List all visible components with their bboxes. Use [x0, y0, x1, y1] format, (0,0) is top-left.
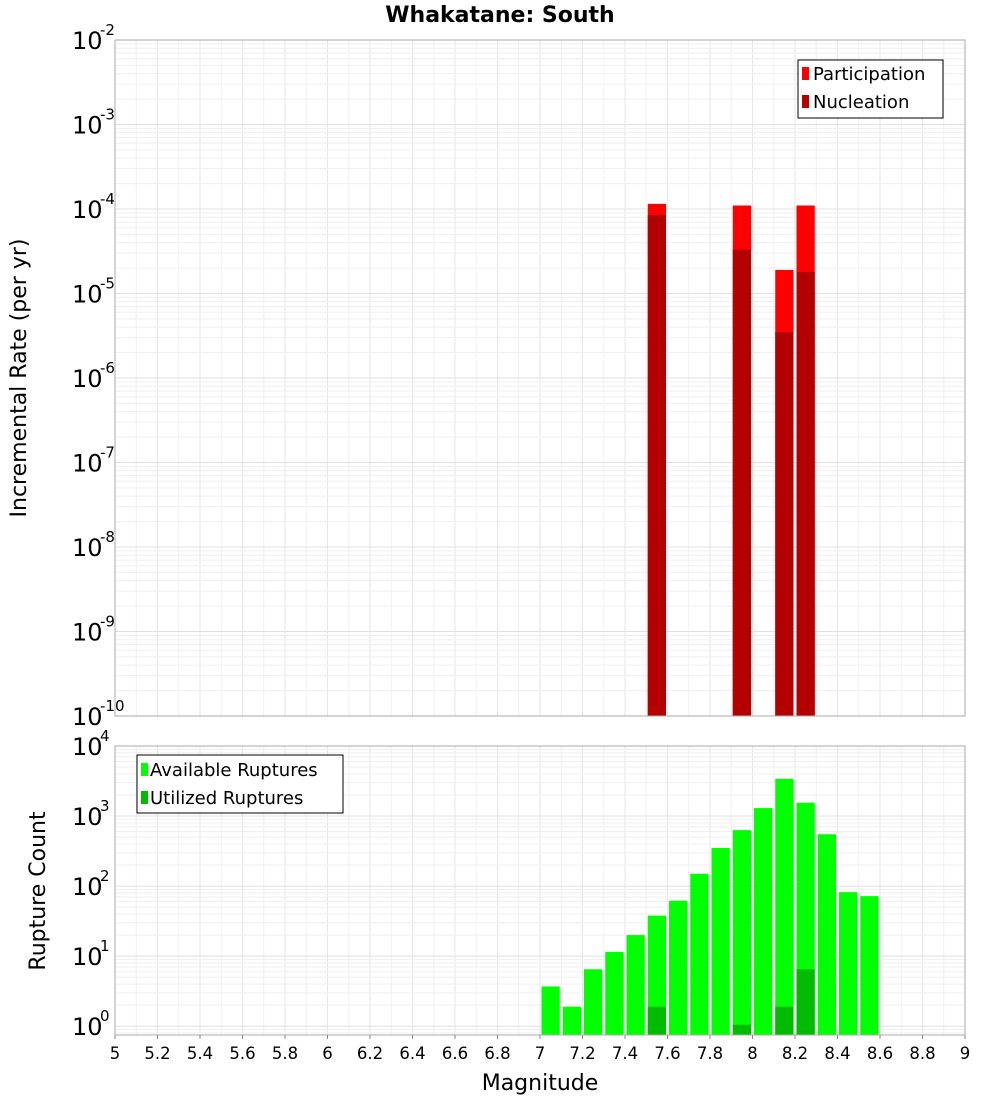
count-y-tick-label: 10	[72, 803, 103, 831]
x-tick-label: 6	[322, 1044, 333, 1063]
rate-y-tick-label-exponent: -10	[100, 697, 125, 715]
bar-available-ruptures	[647, 915, 666, 1035]
rate-y-tick-label: 10	[72, 703, 103, 731]
x-tick-label: 8.2	[782, 1044, 808, 1063]
rate-y-tick-label: 10	[72, 112, 103, 140]
rate-plot-frame	[114, 39, 966, 717]
bar-available-ruptures	[562, 1006, 581, 1035]
bar-utilized-ruptures	[647, 1006, 666, 1035]
legend-label-nucleation: Nucleation	[813, 92, 909, 113]
bar-available-ruptures	[817, 834, 836, 1035]
x-tick-label: 5.8	[272, 1044, 298, 1063]
rate-y-tick-label: 10	[72, 534, 103, 562]
bar-nucleation	[796, 271, 815, 716]
rate-y-tick-label-exponent: -4	[100, 190, 115, 208]
bar-available-ruptures	[605, 951, 624, 1035]
legend-swatch-utilized	[141, 791, 148, 804]
bar-available-ruptures	[839, 892, 858, 1035]
x-tick-label: 5.4	[187, 1044, 213, 1063]
bar-nucleation	[647, 214, 666, 716]
bar-utilized-ruptures	[775, 1006, 794, 1035]
rate-y-tick-label-exponent: -5	[100, 275, 115, 293]
count-legend: Available Ruptures Utilized Ruptures	[136, 754, 344, 814]
count-y-tick-label-exponent: 2	[100, 867, 110, 885]
x-tick-label: 6.6	[442, 1044, 468, 1063]
x-tick-label: 7.2	[569, 1044, 595, 1063]
bar-available-ruptures	[711, 848, 730, 1035]
legend-swatch-nucleation	[802, 95, 809, 108]
bar-nucleation	[732, 249, 751, 716]
x-tick-label: 6.8	[484, 1044, 510, 1063]
rate-legend-box	[797, 59, 944, 119]
x-tick-label: 5.2	[144, 1044, 170, 1063]
x-tick-label: 8.8	[909, 1044, 935, 1063]
count-y-tick-label: 10	[72, 943, 103, 971]
bar-available-ruptures	[584, 969, 603, 1035]
bar-available-ruptures	[669, 900, 688, 1035]
rate-y-tick-label-exponent: -3	[100, 106, 115, 124]
bar-utilized-ruptures	[732, 1024, 751, 1035]
x-tick-label: 6.4	[399, 1044, 425, 1063]
count-legend-box	[136, 754, 344, 814]
bar-available-ruptures	[754, 808, 773, 1035]
x-tick-label: 7.4	[612, 1044, 638, 1063]
rate-y-tick-label: 10	[72, 619, 103, 647]
legend-label-participation: Participation	[813, 64, 925, 85]
x-tick-label: 6.2	[357, 1044, 383, 1063]
rate-y-tick-label-exponent: -7	[100, 444, 115, 462]
rate-y-axis-label: Incremental Rate (per yr)	[7, 239, 32, 518]
legend-label-available: Available Ruptures	[150, 760, 318, 781]
bar-utilized-ruptures	[796, 969, 815, 1035]
count-bars	[541, 778, 879, 1035]
bar-available-ruptures	[775, 778, 794, 1035]
rate-y-tick-label: 10	[72, 365, 103, 393]
x-tick-label: 8.4	[824, 1044, 850, 1063]
count-y-tick-label-exponent: 4	[100, 727, 110, 745]
legend-swatch-participation	[802, 67, 809, 80]
bar-available-ruptures	[626, 935, 645, 1035]
legend-label-utilized: Utilized Ruptures	[150, 788, 303, 809]
x-tick-label: 8.6	[867, 1044, 893, 1063]
rate-y-tick-label: 10	[72, 450, 103, 478]
bar-nucleation	[775, 332, 794, 716]
x-tick-label: 5.6	[229, 1044, 255, 1063]
rate-y-tick-label-exponent: -9	[100, 613, 115, 631]
rate-y-tick-label: 10	[72, 27, 103, 55]
x-tick-label: 5	[110, 1044, 121, 1063]
rate-bars	[647, 203, 815, 716]
rate-legend: Participation Nucleation	[797, 59, 944, 119]
rate-y-tick-label: 10	[72, 196, 103, 224]
x-tick-label: 7	[535, 1044, 546, 1063]
count-y-tick-label: 10	[72, 1013, 103, 1041]
rate-y-tick-label-exponent: -2	[100, 21, 115, 39]
count-y-tick-label: 10	[72, 873, 103, 901]
rate-y-tick-label: 10	[72, 281, 103, 309]
rate-y-tick-label-exponent: -8	[100, 528, 115, 546]
count-y-axis-label: Rupture Count	[26, 811, 51, 971]
x-axis-label: Magnitude	[482, 1071, 599, 1096]
x-tick-label: 8	[747, 1044, 758, 1063]
bar-available-ruptures	[541, 986, 560, 1035]
count-y-tick-label: 10	[72, 733, 103, 761]
rate-gridlines	[114, 39, 966, 717]
count-y-tick-label-exponent: 0	[100, 1007, 110, 1025]
x-ticks: 5 5.2 5.4 5.6 5.8 6 6.2 6.4 6.6 6.8 7 7.2 7.4 7.6 7.8 8…	[110, 1035, 971, 1063]
count-y-tick-label-exponent: 3	[100, 797, 110, 815]
x-tick-label: 7.6	[654, 1044, 680, 1063]
bar-available-ruptures	[690, 873, 709, 1035]
legend-swatch-available	[141, 763, 148, 776]
count-y-tick-label-exponent: 1	[100, 937, 110, 955]
x-tick-label: 9	[960, 1044, 971, 1063]
bar-available-ruptures	[860, 896, 879, 1035]
chart-title: Whakatane: South	[385, 3, 614, 28]
rate-y-tick-label-exponent: -6	[100, 359, 115, 377]
x-tick-label: 7.8	[697, 1044, 723, 1063]
bar-available-ruptures	[732, 830, 751, 1035]
